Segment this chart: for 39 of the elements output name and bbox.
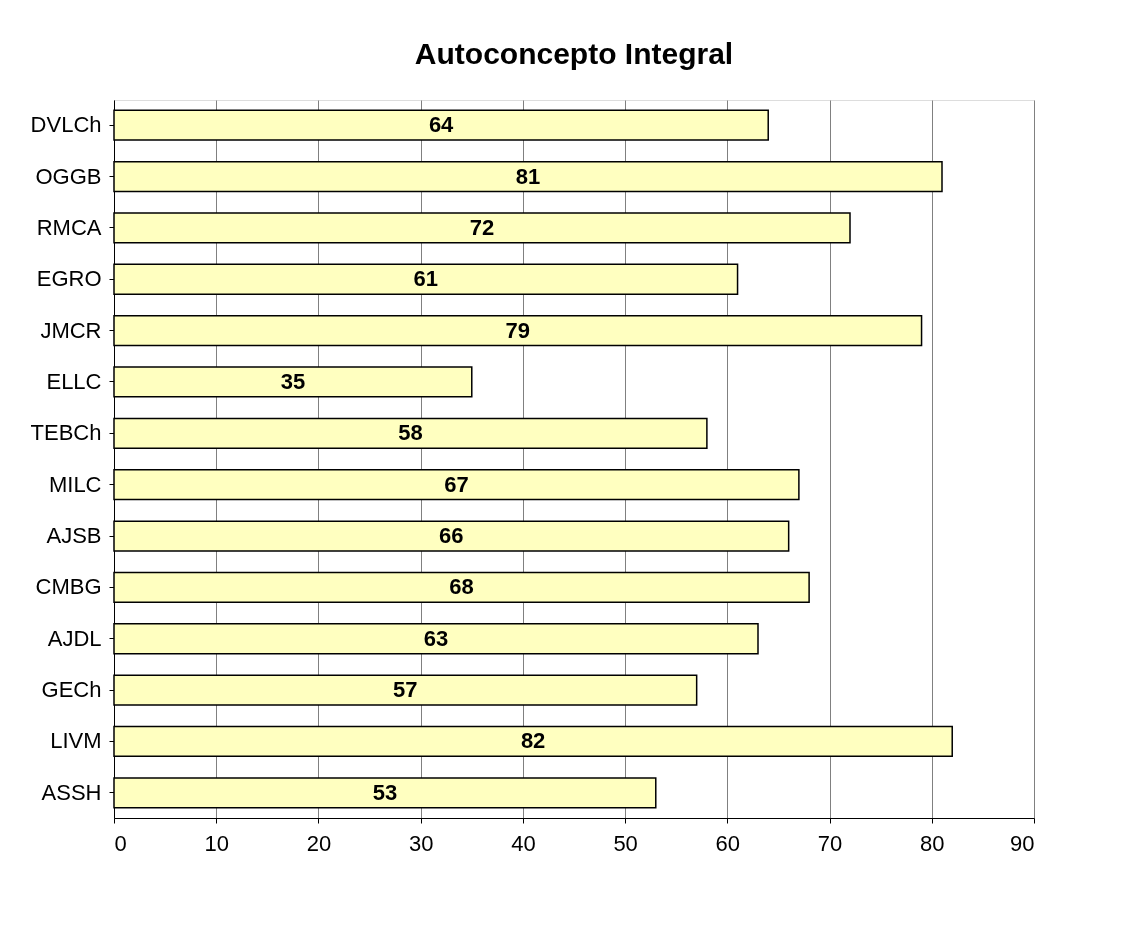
y-tick-label: EGRO — [36, 266, 102, 292]
data-label: 81 — [515, 163, 541, 189]
data-label: 72 — [469, 214, 495, 240]
y-tick-label: ASSH — [41, 779, 102, 805]
x-tick-label: 0 — [114, 830, 127, 856]
x-tick-label: 40 — [511, 830, 536, 856]
data-label: 64 — [428, 112, 455, 138]
y-tick-label: RMCA — [36, 214, 102, 240]
data-label: 58 — [398, 420, 423, 446]
y-tick-label: AJDL — [47, 625, 102, 651]
y-tick-label: OGGB — [35, 163, 102, 189]
x-tick-label: 80 — [920, 830, 945, 856]
chart-title: Autoconcepto Integral — [414, 37, 734, 70]
data-label: 53 — [372, 779, 398, 805]
data-label: 68 — [449, 574, 474, 600]
x-tick-label: 90 — [1010, 830, 1035, 856]
x-tick-label: 50 — [613, 830, 638, 856]
y-tick-label: MILC — [48, 471, 102, 497]
y-tick-label: ELLC — [46, 368, 102, 394]
data-label: 61 — [413, 266, 439, 292]
x-tick-label: 10 — [204, 830, 229, 856]
x-tick-label: 70 — [817, 830, 843, 856]
y-tick-label: DVLCh — [30, 112, 102, 138]
data-label: 67 — [444, 471, 469, 497]
y-tick-label: TEBCh — [30, 420, 102, 446]
x-tick-label: 30 — [408, 830, 434, 856]
y-tick-label: CMBG — [35, 574, 102, 600]
data-label: 57 — [393, 677, 418, 703]
y-tick-label: AJSB — [46, 523, 102, 549]
y-tick-label: GECh — [41, 677, 102, 703]
y-tick-label: LIVM — [50, 728, 102, 754]
data-label: 79 — [505, 317, 531, 343]
x-tick-label: 20 — [306, 830, 332, 856]
x-tick-label: 60 — [715, 830, 741, 856]
y-tick-label: JMCR — [40, 317, 102, 343]
data-label: 63 — [423, 625, 449, 651]
data-label: 82 — [520, 728, 546, 754]
data-label: 35 — [280, 368, 306, 394]
data-label: 66 — [439, 523, 464, 549]
